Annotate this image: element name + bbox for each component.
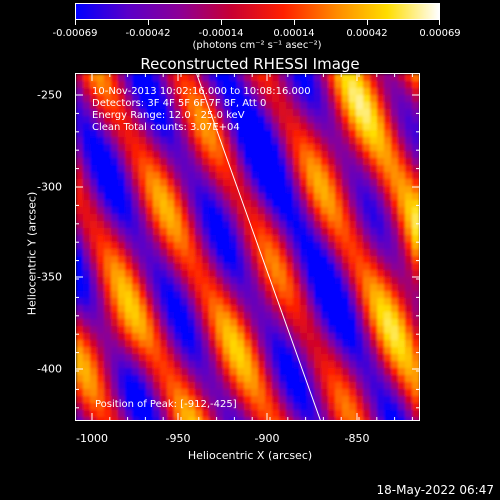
colorbar-gradient [76, 4, 439, 19]
colorbar-tick-label: 0.00014 [273, 28, 315, 39]
limb-line [196, 74, 321, 420]
x-tick-label: -950 [165, 432, 191, 445]
colorbar-tick-label: -0.00014 [198, 28, 244, 39]
annotation-time: 10-Nov-2013 10:02:16.000 to 10:08:16.000 [92, 86, 311, 97]
annotation-peak: Position of Peak: [-912,-425] [95, 399, 237, 410]
x-tick-label: -850 [344, 432, 370, 445]
colorbar-tick [148, 20, 149, 25]
colorbar-tick [75, 20, 76, 25]
image-plot [75, 73, 420, 421]
colorbar [75, 3, 440, 20]
y-tick-label: -400 [37, 362, 62, 376]
y-tick-label: -300 [37, 180, 62, 194]
heatmap-image [76, 74, 419, 420]
y-tick-label: -350 [37, 270, 62, 284]
colorbar-units: (photons cm⁻² s⁻¹ asec⁻²) [192, 40, 322, 51]
annotation-detectors: Detectors: 3F 4F 5F 6F 7F 8F, Att 0 [92, 98, 267, 109]
colorbar-tick [439, 20, 440, 25]
colorbar-tick [367, 20, 368, 25]
annotation-energy: Energy Range: 12.0 - 25.0 keV [92, 110, 245, 121]
x-tick-label: -900 [254, 432, 280, 445]
colorbar-tick-label: -0.00069 [52, 28, 98, 39]
y-axis-label: Heliocentric Y (arcsec) [25, 191, 39, 316]
annotation-method: Clean Total counts: 3.07E+04 [92, 122, 240, 133]
colorbar-tick-label: 0.00069 [419, 28, 461, 39]
colorbar-tick-label: 0.00042 [346, 28, 388, 39]
colorbar-tick-label: -0.00042 [125, 28, 171, 39]
y-tick-label: -250 [37, 88, 62, 102]
image-title: Reconstructed RHESSI Image [140, 55, 360, 73]
colorbar-tick [221, 20, 222, 25]
x-axis-label: Heliocentric X (arcsec) [187, 449, 313, 462]
x-tick-label: -1000 [76, 432, 108, 445]
datestamp: 18-May-2022 06:47 [376, 483, 494, 497]
colorbar-tick [294, 20, 295, 25]
